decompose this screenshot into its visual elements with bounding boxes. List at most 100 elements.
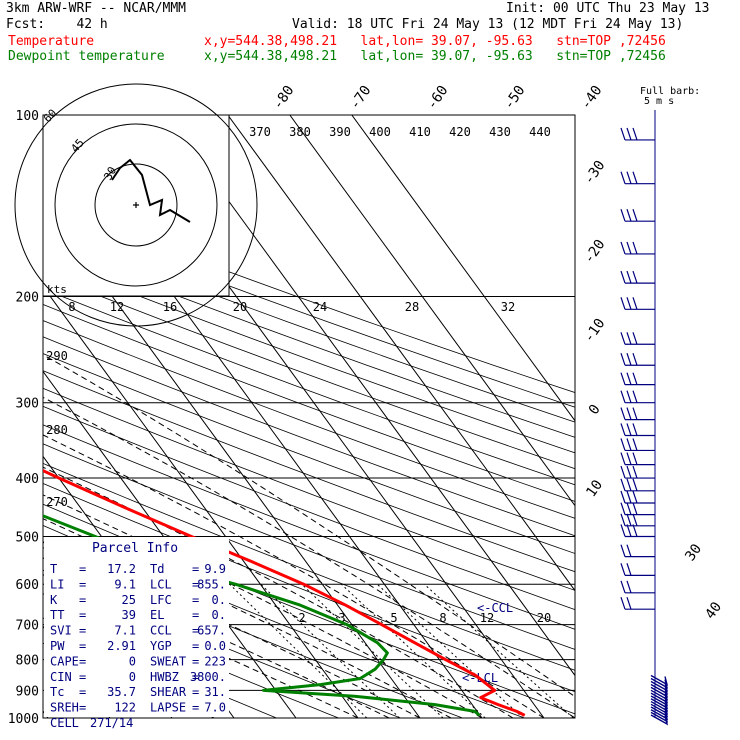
parcel-value: 223 (204, 654, 226, 668)
wind-barb (620, 390, 655, 404)
parcel-eq: = (79, 577, 86, 591)
parcel-key: LI (50, 577, 64, 591)
dry-adiabat (43, 443, 575, 650)
temperature-legend-label: Temperature (8, 34, 95, 49)
mixing-ratio-label: 20 (233, 300, 247, 314)
theta-label: 370 (249, 125, 271, 139)
dry-adiabat (43, 288, 575, 486)
parcel-key: SREH (50, 701, 79, 715)
mixing-ratio-label: 12 (480, 611, 494, 625)
wind-barb (620, 372, 655, 386)
wind-barb (620, 465, 655, 479)
parcel-value: 271/14 (90, 716, 133, 730)
mixing-ratio-label: 20 (537, 611, 551, 625)
isotherm-line (43, 285, 359, 718)
parcel-value: 3800. (190, 670, 226, 684)
dry-adiabat (43, 258, 575, 454)
theta-label: 400 (369, 125, 391, 139)
parcel-eq: = (192, 639, 199, 653)
mixing-ratio-label: 32 (501, 300, 515, 314)
parcel-value: 0. (212, 608, 226, 622)
wind-barb (650, 677, 669, 689)
parcel-value: 0. (212, 593, 226, 607)
mixing-ratio-label: 12 (110, 300, 124, 314)
plot-frame (42, 114, 576, 719)
theta-label: 440 (529, 125, 551, 139)
right-temp-label: 40 (702, 599, 725, 622)
theta-label: 290 (46, 349, 68, 363)
wind-barb (620, 478, 655, 492)
right-temp-label: 10 (583, 477, 606, 500)
parcel-value: 7.0 (204, 701, 226, 715)
wind-barb (620, 596, 655, 610)
pressure-label: 700 (16, 619, 39, 634)
dry-adiabat (43, 336, 575, 537)
hodograph-trace (111, 158, 191, 223)
dry-adiabat (43, 593, 339, 718)
parcel-key: SVI (50, 624, 72, 638)
parcel-info-box (44, 537, 229, 717)
parcel-eq: = (192, 654, 199, 668)
wind-barb (620, 270, 655, 284)
dry-adiabat (43, 273, 575, 470)
right-temp-label: 30 (682, 541, 705, 564)
right-temp-label: 0 (586, 402, 604, 418)
pressure-label: 300 (16, 397, 39, 412)
parcel-key: LAPSE (150, 701, 186, 715)
dry-adiabat (43, 405, 575, 611)
parcel-key: TT (50, 608, 64, 622)
parcel-eq: = (192, 577, 199, 591)
parcel-key: HWBZ (150, 670, 179, 684)
parcel-key: SHEAR (150, 685, 187, 699)
parcel-eq: = (192, 608, 199, 622)
parcel-eq: = (79, 562, 86, 576)
parcel-key: YGP (150, 639, 172, 653)
mixing-ratio-line (229, 583, 368, 718)
parcel-value: 0 (129, 670, 136, 684)
top-temp-label: -80 (270, 83, 298, 113)
right-temp-label: -20 (581, 237, 609, 267)
model-title: 3km ARW-WRF -- NCAR/MMM (6, 1, 187, 16)
theta-label: 390 (329, 125, 351, 139)
dry-adiabat (43, 201, 575, 394)
isotherm-line (227, 115, 575, 592)
parcel-key: SWEAT (150, 654, 186, 668)
right-temp-label: -30 (581, 158, 609, 188)
parcel-eq: = (79, 685, 86, 699)
hodograph-ring (54, 123, 218, 287)
parcel-value: 122 (114, 701, 136, 715)
wind-barb (650, 686, 669, 698)
parcel-eq: = (79, 654, 86, 668)
mixing-ratio-label: 5 (390, 611, 397, 625)
valid-time: Valid: 18 UTC Fri 24 May 13 (12 MDT Fri … (292, 17, 684, 32)
dry-adiabat (43, 304, 575, 502)
temperature-legend-info: x,y=544.38,498.21 lat,lon= 39.07, -95.63… (204, 34, 666, 49)
parcel-eq: = (192, 685, 199, 699)
top-temp-label: -50 (501, 83, 529, 113)
top-temp-label: -40 (578, 83, 606, 113)
dewpoint-legend-info: x,y=544.38,498.21 lat,lon= 39.07, -95.63… (204, 49, 666, 64)
pressure-label: 200 (16, 291, 39, 306)
pressure-label: 400 (16, 472, 39, 487)
isotherm-line (289, 115, 575, 507)
wind-barb (620, 241, 655, 255)
wind-barb (650, 714, 669, 726)
wind-barb (620, 127, 655, 141)
parcel-key: CAPE (50, 654, 79, 668)
wind-barb (650, 683, 669, 695)
hodograph-ring (94, 163, 178, 247)
ccl-annotation: <-CCL (477, 601, 513, 615)
parcel-value: 25 (122, 593, 136, 607)
wind-barb (620, 490, 655, 504)
parcel-value: 17.2 (107, 562, 136, 576)
forecast-hour: Fcst: 42 h (6, 17, 108, 32)
theta-label: 430 (489, 125, 511, 139)
theta-label: 270 (46, 495, 68, 509)
hodograph-origin (133, 202, 139, 208)
parcel-value: 657. (197, 624, 226, 638)
parcel-key: CIN (50, 670, 72, 684)
wind-barb (620, 452, 655, 466)
wind-barb (650, 674, 669, 686)
moist-adiabat (43, 354, 575, 698)
